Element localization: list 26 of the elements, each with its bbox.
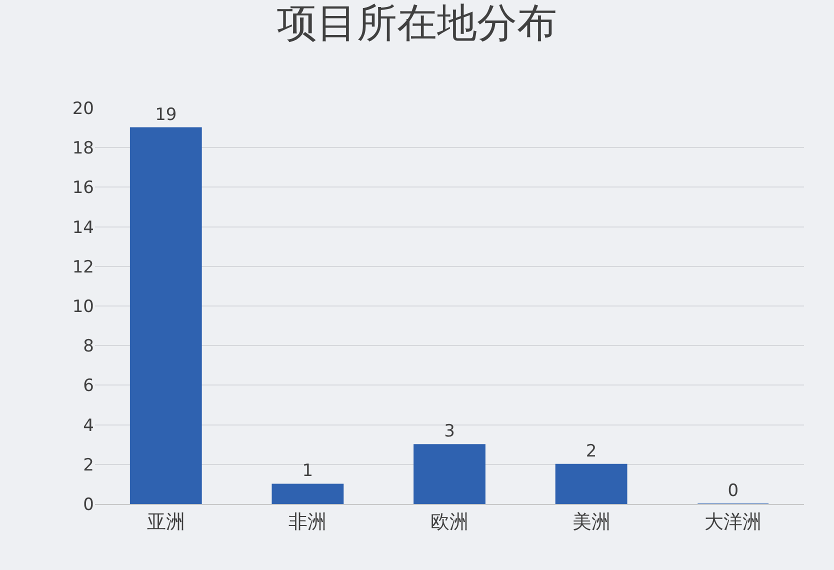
y-tick-label: 20 [72, 98, 94, 119]
x-tick-label: 亚洲 [146, 510, 185, 533]
bar [555, 464, 628, 504]
y-tick-label: 0 [83, 494, 94, 515]
chart-title: 项目所在地分布 [277, 0, 557, 47]
data-label: 3 [444, 422, 455, 442]
y-tick-label: 8 [83, 336, 94, 357]
bar [130, 127, 202, 504]
data-label: 19 [155, 104, 177, 125]
y-tick-label: 4 [83, 416, 94, 436]
y-tick-label: 10 [72, 296, 94, 317]
y-tick-label: 6 [83, 376, 94, 396]
data-label: 0 [728, 481, 739, 501]
bar [414, 444, 486, 504]
y-tick-label: 12 [72, 257, 94, 278]
data-label: 1 [302, 461, 314, 482]
y-tick-label: 2 [83, 455, 94, 476]
y-tick-label: 18 [72, 138, 94, 159]
x-tick-label: 欧洲 [430, 510, 468, 533]
bar [272, 484, 344, 504]
y-tick-label: 16 [72, 178, 94, 198]
y-tick-label: 14 [72, 218, 94, 238]
x-tick-label: 大洋洲 [704, 510, 762, 533]
data-label: 2 [586, 441, 597, 462]
x-tick-label: 美洲 [572, 510, 610, 533]
x-tick-label: 非洲 [288, 510, 327, 533]
